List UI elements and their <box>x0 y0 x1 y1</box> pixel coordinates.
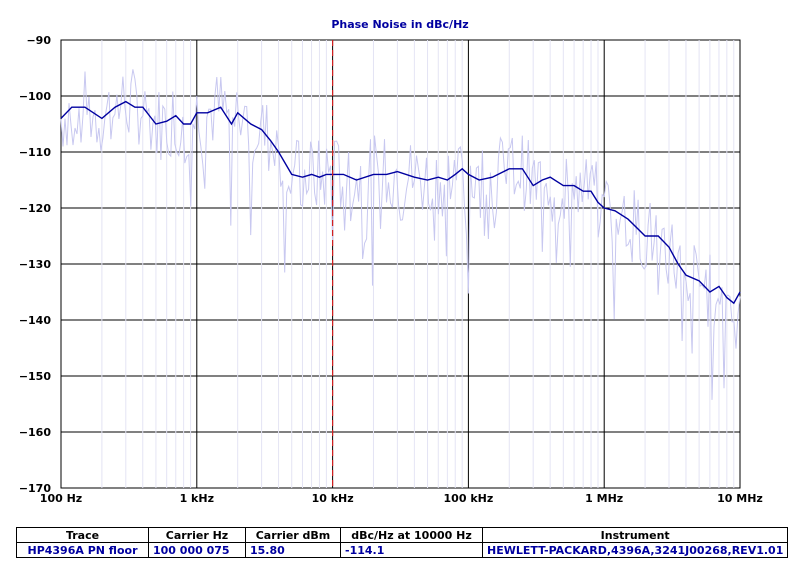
y-tick-label: −160 <box>19 426 52 439</box>
x-tick-label: 10 MHz <box>717 492 763 505</box>
phase-noise-chart: Phase Noise in dBc/Hz −90 −100 −110 −120 −13… <box>19 18 763 505</box>
x-tick-label: 100 Hz <box>40 492 82 505</box>
cell-trace: HP4396A PN floor <box>16 542 149 558</box>
cell-dbc: -114.1 <box>340 542 483 558</box>
raw-trace-line <box>60 69 741 400</box>
trace <box>60 100 741 305</box>
cell-carrier-hz: 100 000 075 <box>148 542 246 558</box>
y-tick-label: −140 <box>19 314 52 327</box>
y-tick-label: −130 <box>19 258 52 271</box>
x-tick-label: 100 kHz <box>444 492 494 505</box>
cell-instrument: HEWLETT-PACKARD,4396A,3241J00268,REV1.01 <box>481 542 789 558</box>
trace-info-table: Trace Carrier Hz Carrier dBm dBc/Hz at 1… <box>16 527 789 558</box>
header-carrier-hz: Carrier Hz <box>148 527 246 543</box>
y-tick-label: −110 <box>19 146 52 159</box>
header-trace: Trace <box>16 527 149 543</box>
x-tick-label: 1 MHz <box>585 492 623 505</box>
x-tick-label: 1 kHz <box>180 492 214 505</box>
chart-title: Phase Noise in dBc/Hz <box>331 18 468 31</box>
header-dbc-at-offset: dBc/Hz at 10000 Hz <box>340 527 483 543</box>
y-tick-label: −90 <box>26 34 51 47</box>
raw-trace <box>60 69 741 400</box>
x-tick-label: 10 kHz <box>312 492 354 505</box>
table-header-row: Trace Carrier Hz Carrier dBm dBc/Hz at 1… <box>16 527 789 543</box>
y-tick-label: −120 <box>19 202 52 215</box>
y-tick-label: −100 <box>19 90 52 103</box>
header-instrument: Instrument <box>481 527 789 543</box>
trace-line <box>60 100 741 305</box>
cell-carrier-dbm: 15.80 <box>245 542 341 558</box>
y-tick-label: −150 <box>19 370 52 383</box>
header-carrier-dbm: Carrier dBm <box>245 527 341 543</box>
y-tick-label: −170 <box>19 482 52 495</box>
table-row: HP4396A PN floor 100 000 075 15.80 -114.… <box>16 542 789 558</box>
